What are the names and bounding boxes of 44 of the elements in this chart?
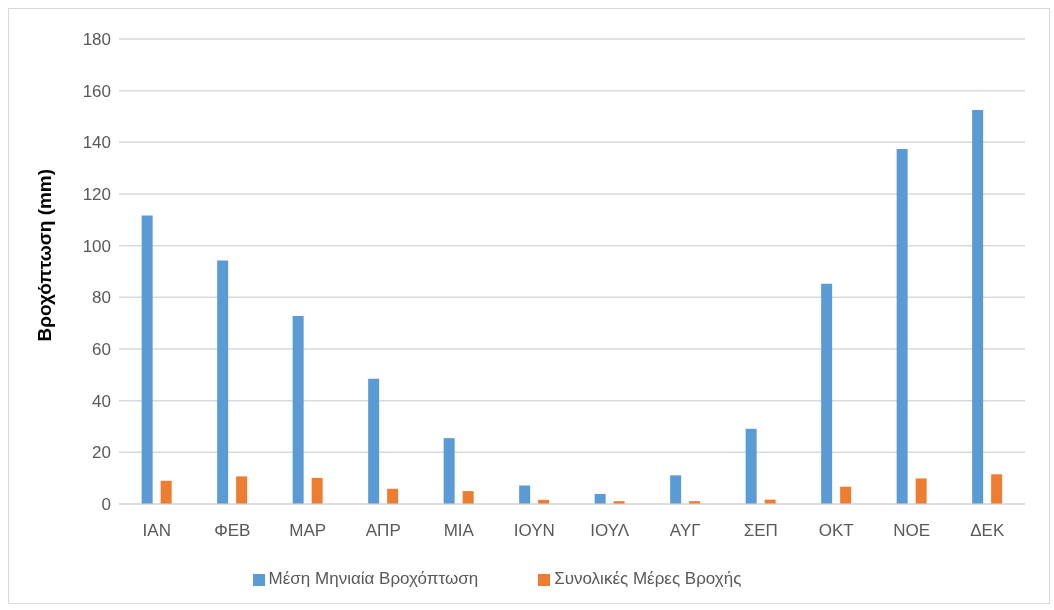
y-tick-label: 40 <box>92 391 111 411</box>
bar <box>745 428 757 504</box>
bar <box>387 488 399 504</box>
legend-label: Συνολικές Μέρες Βροχής <box>554 569 742 588</box>
y-tick-label: 100 <box>82 236 111 256</box>
legend-label: Μέση Μηνιαία Βροχόπτωση <box>268 569 479 588</box>
bar <box>368 378 380 504</box>
y-tick-label: 140 <box>82 133 111 153</box>
x-tick-label: ΔΕΚ <box>970 521 1005 541</box>
bar <box>821 283 833 504</box>
bar <box>670 475 682 504</box>
bar <box>896 149 908 504</box>
x-tick-label: ΣΕΠ <box>743 521 778 541</box>
y-tick-label: 160 <box>82 81 111 101</box>
y-tick-label: 120 <box>82 185 111 205</box>
bar <box>462 491 474 504</box>
y-tick-label: 0 <box>101 495 111 515</box>
x-tick-label: ΦΕΒ <box>214 521 251 541</box>
y-tick-label: 80 <box>92 288 111 308</box>
bar <box>160 480 172 504</box>
x-tick-label: ΜΙΑ <box>443 521 475 541</box>
bar <box>311 477 323 504</box>
x-tick-label: ΙΟΥΛ <box>590 521 630 541</box>
bar <box>236 476 248 504</box>
bar <box>141 215 153 504</box>
x-tick-label: ΝΟΕ <box>893 521 931 541</box>
x-tick-label: ΙΟΥΝ <box>513 521 555 541</box>
bar <box>443 438 455 504</box>
bar <box>217 260 229 504</box>
y-tick-label: 20 <box>92 443 111 463</box>
y-axis-title: Βροχόπτωση (mm) <box>33 168 55 342</box>
bar <box>991 474 1003 504</box>
x-tick-label: ΜΑΡ <box>289 521 327 541</box>
x-tick-label: ΟΚΤ <box>818 521 854 541</box>
bar <box>840 486 852 504</box>
bar <box>292 315 304 504</box>
y-tick-label: 180 <box>82 30 111 50</box>
bar <box>972 110 984 504</box>
x-tick-label: ΑΥΓ <box>669 521 701 541</box>
bar <box>915 478 927 504</box>
y-tick-label: 60 <box>92 340 111 360</box>
x-tick-label: ΑΠΡ <box>365 521 401 541</box>
bar <box>519 485 531 504</box>
x-tick-label: ΙΑΝ <box>142 521 171 541</box>
